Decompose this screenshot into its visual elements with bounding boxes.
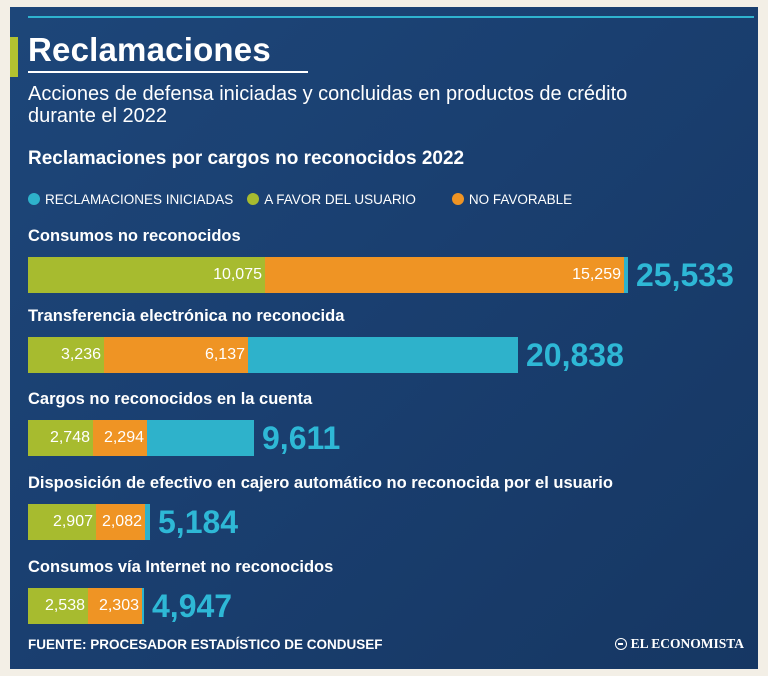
category-label: Disposición de efectivo en cajero automá…: [28, 474, 613, 492]
legend-item-no-favorable: NO FAVORABLE: [451, 191, 573, 207]
chart-title: Reclamaciones por cargos no reconocidos …: [28, 148, 465, 169]
infographic-panel: Reclamaciones Acciones de defensa inicia…: [10, 7, 758, 669]
category-label: Consumos no reconocidos: [28, 227, 241, 245]
bar-no-favorable: 2,082: [96, 504, 145, 540]
accent-bar: [10, 37, 18, 77]
data-label-no-favorable: 6,137: [204, 346, 245, 363]
legend-item-iniciadas: RECLAMACIONES INICIADAS: [28, 192, 233, 207]
data-label-a-favor: 3,236: [60, 346, 101, 363]
bar-no-favorable: 15,259: [265, 257, 624, 293]
bar-a-favor: 2,748: [28, 420, 93, 456]
data-label-a-favor: 2,538: [44, 597, 85, 614]
data-label-no-favorable: 2,082: [101, 513, 142, 530]
source-note: FUENTE: PROCESADOR ESTADÍSTICO DE CONDUS…: [28, 637, 383, 652]
brand-name: EL ECONOMISTA: [630, 636, 744, 651]
title-underline: [28, 71, 308, 73]
category-label: Cargos no reconocidos en la cuenta: [28, 390, 313, 408]
bar-a-favor: 3,236: [28, 337, 104, 373]
category-label: Transferencia electrónica no reconocida: [28, 307, 345, 325]
bar-a-favor: 10,075: [28, 257, 265, 293]
data-label-total: 20,838: [526, 337, 624, 373]
legend-label-iniciadas: RECLAMACIONES INICIADAS: [45, 191, 234, 207]
data-label-no-favorable: 15,259: [572, 266, 621, 283]
data-label-total: 5,184: [158, 504, 239, 540]
data-label-total: 9,611: [262, 420, 341, 456]
legend-label-favor: A FAVOR DEL USUARIO: [264, 191, 416, 207]
data-label-total: 4,947: [152, 588, 233, 624]
bar-a-favor: 2,538: [28, 588, 88, 624]
data-label-total: 25,533: [636, 257, 734, 293]
data-label-no-favorable: 2,294: [103, 429, 144, 446]
category-label: Consumos vía Internet no reconocidos: [28, 558, 334, 576]
legend-label-no-favorable: NO FAVORABLE: [468, 191, 573, 207]
bar-a-favor: 2,907: [28, 504, 96, 540]
brand-logo: EL ECONOMISTA: [614, 636, 744, 652]
top-rule: [28, 16, 754, 18]
legend-dot-iniciadas: [28, 193, 40, 205]
legend-item-favor: A FAVOR DEL USUARIO: [247, 192, 416, 207]
subtitle: Acciones de defensa iniciadas y concluid…: [28, 83, 628, 127]
data-label-a-favor: 10,075: [213, 266, 262, 283]
legend-dot-favor: [247, 193, 260, 205]
legend-dot-no-favorable: [451, 193, 464, 205]
bar-no-favorable: 6,137: [104, 337, 248, 373]
bar-no-favorable: 2,294: [93, 420, 147, 456]
data-label-no-favorable: 2,303: [98, 597, 139, 614]
legend: RECLAMACIONES INICIADAS A FAVOR DEL USUA…: [28, 190, 586, 208]
bar-no-favorable: 2,303: [88, 588, 142, 624]
data-label-a-favor: 2,907: [52, 513, 93, 530]
data-label-a-favor: 2,748: [49, 429, 90, 446]
brand-icon: [614, 638, 627, 650]
page-title: Reclamaciones: [28, 31, 271, 68]
